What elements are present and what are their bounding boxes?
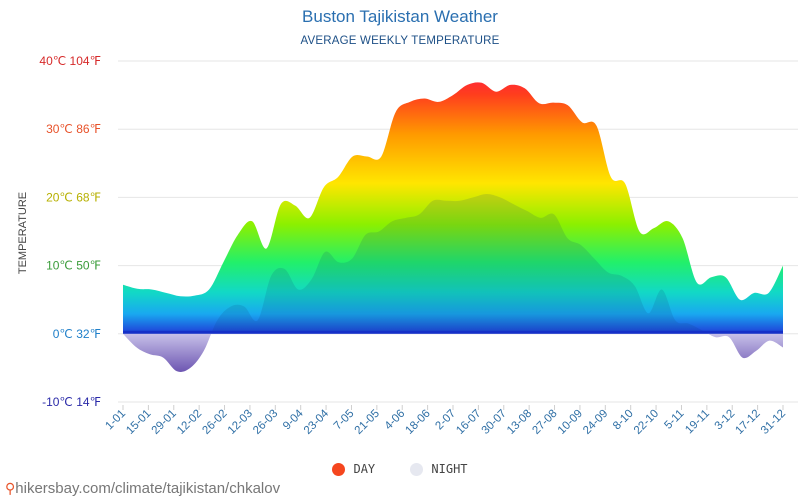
legend-night-dot (410, 462, 424, 476)
plot-area (123, 82, 783, 372)
x-tick-label: 12-02 (175, 408, 204, 437)
legend-item-day[interactable]: DAY (332, 462, 375, 476)
chart-title: Buston Tajikistan Weather (302, 7, 498, 26)
x-tick-label: 12-03 (226, 408, 255, 437)
x-tick-label: 23-04 (302, 407, 332, 437)
legend-night-label: NIGHT (431, 462, 468, 476)
series-night-area[interactable] (123, 194, 783, 372)
temperature-chart: 40℃ 104℉ 30℃ 86℉ 20℃ 68℉ 10℃ 50℉ 0℃ 32℉ -10℃ … (17, 54, 798, 437)
y-tick-label: 30℃ 86℉ (46, 122, 101, 136)
chart-subtitle: AVERAGE WEEKLY TEMPERATURE (300, 35, 500, 47)
x-tick-label: 16-07 (454, 408, 483, 437)
x-tick-label: 24-09 (581, 408, 610, 437)
series-day-area[interactable] (123, 82, 783, 334)
x-tick-label: 26-03 (251, 408, 280, 437)
series-night-below-zero-area[interactable] (123, 194, 783, 372)
zero-baseline (123, 330, 783, 334)
x-tick-label: 17-12 (733, 408, 762, 437)
chart-legend: DAY NIGHT (0, 462, 800, 479)
x-tick-label: 13-08 (505, 408, 534, 437)
x-tick-label: 15-01 (124, 408, 153, 437)
y-axis-ticks: 40℃ 104℉ 30℃ 86℉ 20℃ 68℉ 10℃ 50℉ 0℃ 32℉ -10℃ … (39, 54, 101, 409)
x-tick-label: 31-12 (759, 408, 788, 437)
x-tick-label: 19-11 (683, 408, 712, 437)
source-link[interactable]: ⚲hikersbay.com/climate/tajikistan/chkalo… (5, 480, 280, 497)
y-tick-label: 20℃ 68℉ (46, 190, 101, 204)
location-pin-icon: ⚲ (5, 480, 16, 496)
y-tick-label: 40℃ 104℉ (39, 54, 101, 68)
x-tick-label: 22-10 (632, 408, 661, 437)
source-url: hikersbay.com/climate/tajikistan/chkalov (15, 480, 281, 497)
legend-day-dot (332, 462, 346, 476)
x-tick-label: 21-05 (353, 408, 382, 437)
y-tick-label: 0℃ 32℉ (53, 327, 101, 341)
y-tick-label: 10℃ 50℉ (46, 259, 101, 273)
x-tick-label: 30-07 (480, 408, 509, 437)
legend-item-night[interactable]: NIGHT (410, 462, 468, 476)
legend-day-label: DAY (353, 462, 376, 476)
y-axis-label: TEMPERATURE (17, 192, 29, 274)
x-tick-label: 27-08 (530, 408, 559, 437)
x-tick-label: 10-09 (556, 408, 585, 437)
y-tick-label: -10℃ 14℉ (42, 395, 101, 409)
x-tick-label: 26-02 (200, 408, 229, 437)
x-tick-label: 29-01 (150, 408, 179, 437)
x-tick-label: 18-06 (403, 408, 432, 437)
